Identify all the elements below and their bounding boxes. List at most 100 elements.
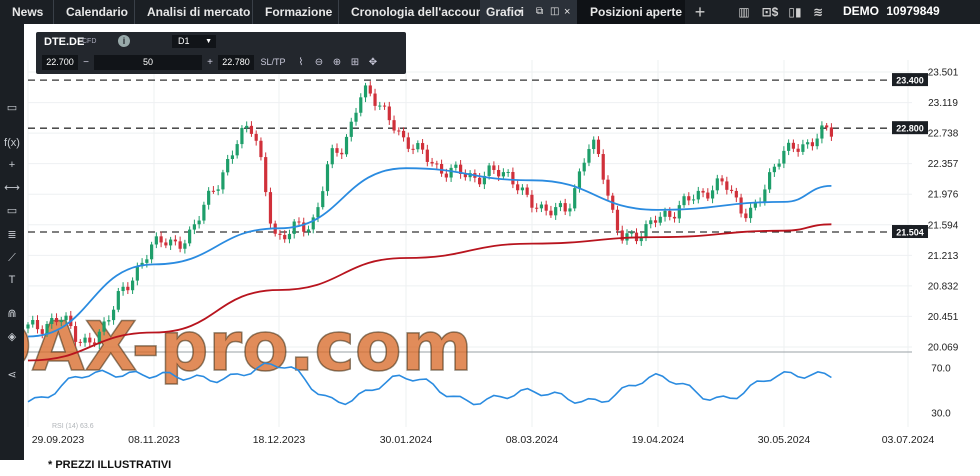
candle-body bbox=[325, 164, 330, 192]
chart-bars-icon[interactable]: ▯▮ bbox=[788, 5, 802, 19]
candle-body bbox=[335, 148, 339, 153]
fibonacci-icon[interactable]: ≣ bbox=[7, 229, 17, 241]
quantity-input[interactable]: 50 bbox=[94, 55, 202, 70]
candle-body bbox=[26, 324, 30, 329]
candle-body bbox=[178, 241, 182, 249]
candle-body bbox=[145, 259, 149, 263]
account-indicator[interactable]: DEMO 10979849 bbox=[843, 0, 940, 24]
instrument-panel: DTE.DE CFD i D1 ▼ 22.700 − 50 + 22.780 S… bbox=[36, 32, 406, 74]
symbol-name[interactable]: DTE.DE bbox=[44, 36, 85, 48]
candle-body bbox=[92, 342, 97, 345]
candle-body bbox=[777, 163, 781, 167]
candle-body bbox=[392, 120, 396, 131]
plus-icon[interactable]: + bbox=[207, 57, 213, 68]
layout-panel-icon[interactable]: ▥ bbox=[738, 5, 750, 19]
price-tag-icon[interactable]: ⊡$ bbox=[761, 5, 779, 19]
chart-area[interactable]: DAX-pro.com 23.400 22.800 21.504 RSI (14) … bbox=[24, 24, 980, 460]
candle-body bbox=[64, 315, 68, 321]
candle-body bbox=[677, 205, 681, 219]
bid-price-button[interactable]: 22.700 bbox=[42, 55, 78, 70]
candle-body bbox=[601, 154, 605, 180]
candle-body bbox=[620, 230, 624, 241]
chevron-down-icon[interactable]: ▾ bbox=[518, 7, 523, 16]
tab-cronologia-account[interactable]: Cronologia dell'account bbox=[351, 5, 488, 19]
tab-calendario[interactable]: Calendario bbox=[66, 5, 129, 19]
candle-body bbox=[497, 169, 501, 177]
layout-icon[interactable]: ▭ bbox=[6, 102, 18, 114]
candle-body bbox=[463, 173, 467, 178]
candle-body bbox=[516, 184, 520, 191]
date-tick-label: 08.03.2024 bbox=[506, 434, 559, 446]
candle-body bbox=[668, 210, 672, 217]
close-icon[interactable]: × bbox=[564, 6, 571, 18]
tab-news[interactable]: News bbox=[12, 5, 44, 19]
candle-body bbox=[739, 197, 743, 214]
info-icon[interactable]: i bbox=[118, 35, 130, 47]
candle-body bbox=[254, 133, 258, 141]
ask-price-button[interactable]: 22.780 bbox=[218, 55, 254, 70]
date-axis: 29.09.2023 08.11.2023 18.12.2023 30.01.2024… bbox=[32, 434, 935, 446]
candle-body bbox=[649, 220, 653, 225]
candle-body bbox=[192, 224, 196, 230]
trend-line-icon[interactable]: ⟋ bbox=[8, 252, 16, 264]
layers-icon[interactable]: ◈ bbox=[7, 331, 17, 343]
candle-body bbox=[235, 144, 239, 156]
level-badge bbox=[892, 73, 928, 87]
tab-grafici[interactable]: Grafici ▾ ⧉ ◫ × bbox=[480, 0, 577, 24]
chart-type-icon[interactable]: ⌇ bbox=[298, 57, 304, 68]
candle-body bbox=[439, 163, 444, 174]
candle-body bbox=[544, 204, 548, 211]
drawing-toolbar: ▭ f(x) + ⟷ ▭ ≣ ⟋ T ⋒ ◈ ⋖ bbox=[0, 24, 24, 460]
candle-body bbox=[748, 207, 753, 219]
candle-body bbox=[302, 222, 306, 232]
candle-body bbox=[435, 163, 439, 165]
candle-body bbox=[734, 190, 738, 198]
tab-analisi-di-mercato[interactable]: Analisi di mercato bbox=[147, 5, 251, 19]
move-icon[interactable]: ✥ bbox=[368, 57, 378, 68]
candle-body bbox=[492, 165, 496, 170]
sltp-button[interactable]: SL/TP bbox=[260, 57, 286, 67]
candle-body bbox=[401, 130, 406, 138]
timeframe-select[interactable]: D1 ▼ bbox=[172, 35, 216, 48]
candle-body bbox=[249, 125, 254, 134]
candle-body bbox=[729, 189, 734, 191]
text-tool-icon[interactable]: T bbox=[8, 274, 16, 286]
share-icon[interactable]: ⋖ bbox=[7, 369, 17, 381]
candle-body bbox=[706, 192, 710, 199]
candle-body bbox=[83, 337, 87, 343]
candle-body bbox=[202, 204, 206, 221]
rectangle-icon[interactable]: ▭ bbox=[6, 205, 18, 217]
magnet-icon[interactable]: ⋒ bbox=[7, 308, 17, 320]
chart-gridlines bbox=[24, 60, 912, 427]
minus-icon[interactable]: − bbox=[83, 57, 89, 68]
candle-body bbox=[459, 164, 463, 174]
zoom-in-icon[interactable]: ⊕ bbox=[332, 57, 342, 68]
candle-body bbox=[88, 337, 92, 343]
level-badge bbox=[892, 121, 928, 135]
candle-body bbox=[264, 157, 268, 193]
fullscreen-icon[interactable]: ⊞ bbox=[350, 57, 360, 68]
chevron-down-icon: ▼ bbox=[205, 38, 212, 45]
candle-body bbox=[321, 191, 325, 208]
indicator-fx-icon[interactable]: f(x) bbox=[4, 137, 20, 149]
date-tick-label: 19.04.2024 bbox=[632, 434, 685, 446]
price-tick-label: 22.738 bbox=[928, 129, 959, 140]
popout-window-icon[interactable]: ⧉ bbox=[536, 6, 544, 17]
crosshair-icon[interactable]: + bbox=[8, 159, 16, 171]
add-tab-icon[interactable]: + bbox=[694, 2, 706, 22]
tab-posizioni-aperte[interactable]: Posizioni aperte bbox=[577, 0, 685, 24]
candle-body bbox=[240, 127, 244, 145]
candle-body bbox=[478, 177, 482, 185]
candle-body bbox=[183, 243, 187, 249]
duplicate-icon[interactable]: ◫ bbox=[550, 6, 560, 17]
horizontal-line-icon[interactable]: ⟷ bbox=[4, 182, 20, 194]
tab-formazione[interactable]: Formazione bbox=[265, 5, 333, 19]
zoom-out-icon[interactable]: ⊖ bbox=[314, 57, 324, 68]
candle-body bbox=[416, 143, 420, 150]
candle-body bbox=[126, 286, 130, 291]
moving-averages bbox=[27, 167, 832, 362]
candle-body bbox=[297, 221, 301, 223]
candle-body bbox=[744, 213, 748, 219]
candle-body bbox=[506, 171, 510, 173]
